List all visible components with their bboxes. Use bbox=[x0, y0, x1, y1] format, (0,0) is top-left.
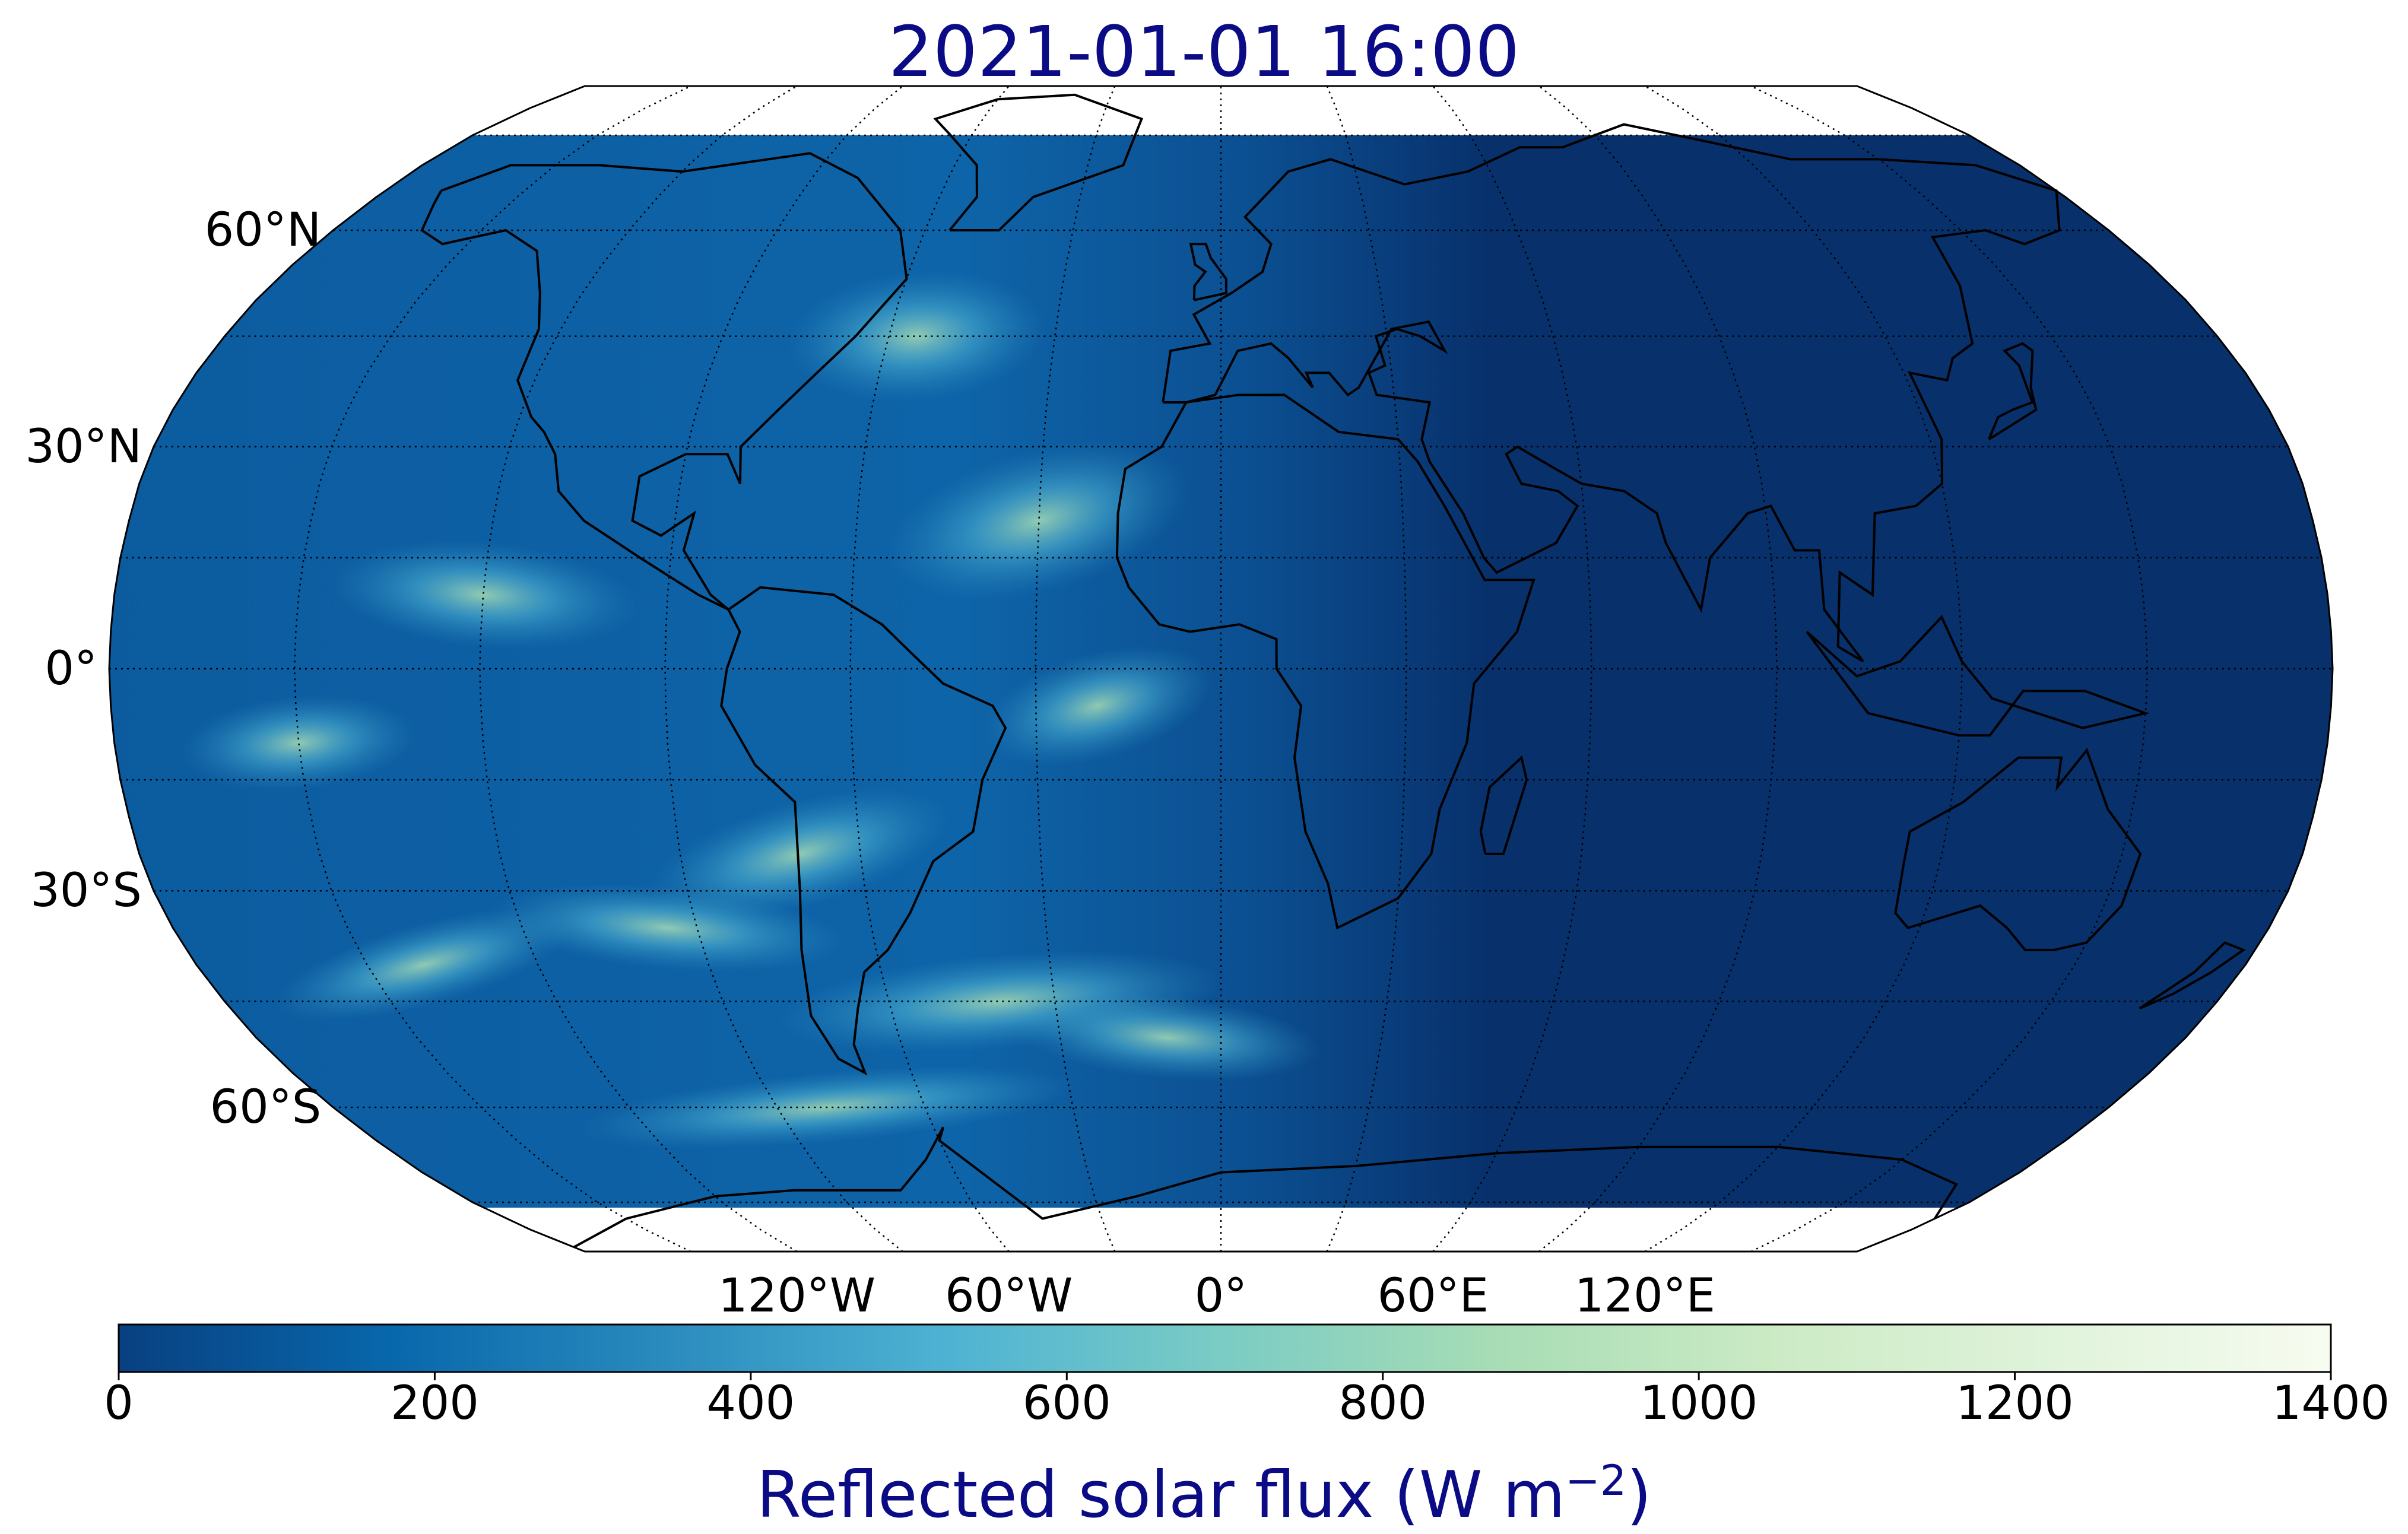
coastline-greenland bbox=[933, 93, 1144, 231]
coastline-north-america bbox=[420, 152, 908, 611]
coastline-new-zealand bbox=[2139, 941, 2246, 1010]
colorbar-tick-label: 600 bbox=[1022, 1377, 1111, 1430]
coastline-africa bbox=[1115, 393, 1535, 930]
cloud-patch bbox=[490, 884, 846, 973]
colorbar-label: Reflected solar flux (W m−2) bbox=[0, 1442, 2408, 1534]
coastline-indonesia bbox=[1806, 615, 2150, 737]
cloud-patch bbox=[651, 788, 950, 919]
meridian-line bbox=[1035, 85, 1116, 1252]
longitude-label: 120°W bbox=[718, 1269, 875, 1323]
meridian-line bbox=[479, 85, 798, 1253]
map-data-area bbox=[109, 86, 2333, 1252]
colorbar-tick-label: 1400 bbox=[2271, 1377, 2390, 1430]
colorbar-tick-label: 400 bbox=[706, 1377, 795, 1430]
colorbar-ticks bbox=[118, 1372, 2332, 1380]
longitude-label: 60°E bbox=[1377, 1269, 1489, 1323]
coastline-antarctica bbox=[573, 1126, 1958, 1249]
longitude-label: 120°E bbox=[1574, 1269, 1716, 1323]
colorbar-tick-label: 800 bbox=[1338, 1377, 1427, 1430]
latitude-label: 0° bbox=[45, 642, 97, 695]
map-title: 2021-01-01 16:00 bbox=[888, 11, 1520, 93]
coastlines bbox=[420, 93, 2246, 1249]
latitude-label: 60°N bbox=[204, 203, 322, 257]
latitude-label: 30°S bbox=[30, 864, 142, 918]
longitude-label: 0° bbox=[1194, 1269, 1248, 1323]
cloud-patch bbox=[1013, 993, 1321, 1081]
meridian-line bbox=[1644, 85, 1963, 1253]
coastline-eurasia bbox=[1162, 123, 2061, 663]
meridian-line bbox=[293, 85, 691, 1253]
cloud-patch bbox=[982, 646, 1213, 766]
coastline-uk bbox=[1189, 243, 1228, 301]
coastline-australia bbox=[1894, 748, 2142, 951]
cloud-patch bbox=[329, 539, 637, 650]
colorbar bbox=[118, 1323, 2332, 1380]
latitude-label: 60°S bbox=[210, 1081, 322, 1134]
colorbar-label-exponent: −2 bbox=[1565, 1456, 1627, 1505]
graticule bbox=[109, 85, 2333, 1253]
cloud-features bbox=[180, 270, 1321, 1149]
north-no-data-region bbox=[109, 86, 2333, 136]
meridian-line bbox=[1432, 85, 1592, 1252]
cloud-patch bbox=[180, 694, 417, 792]
cloud-patch bbox=[889, 441, 1189, 601]
meridian-line bbox=[1326, 85, 1407, 1252]
colorbar-tick-label: 1000 bbox=[1639, 1377, 1758, 1430]
map-outline bbox=[108, 85, 2334, 1253]
longitude-label: 60°W bbox=[945, 1269, 1073, 1323]
coastline-madagascar bbox=[1479, 755, 1528, 855]
colorbar-label-close: ) bbox=[1626, 1458, 1652, 1532]
colorbar-label-main: Reflected solar flux (W m bbox=[756, 1458, 1566, 1532]
latitude-label: 30°N bbox=[25, 420, 142, 474]
cloud-patch bbox=[274, 908, 574, 1022]
cloud-patch bbox=[786, 270, 1047, 402]
colorbar-tick-label: 0 bbox=[104, 1377, 134, 1430]
meridian-line bbox=[849, 85, 1010, 1252]
colorbar-tick-label: 200 bbox=[390, 1377, 479, 1430]
coastline-japan bbox=[1988, 342, 2038, 440]
meridian-line bbox=[1750, 85, 2149, 1253]
coastline-south-america bbox=[720, 586, 1007, 1076]
colorbar-tick-label: 1200 bbox=[1956, 1377, 2074, 1430]
